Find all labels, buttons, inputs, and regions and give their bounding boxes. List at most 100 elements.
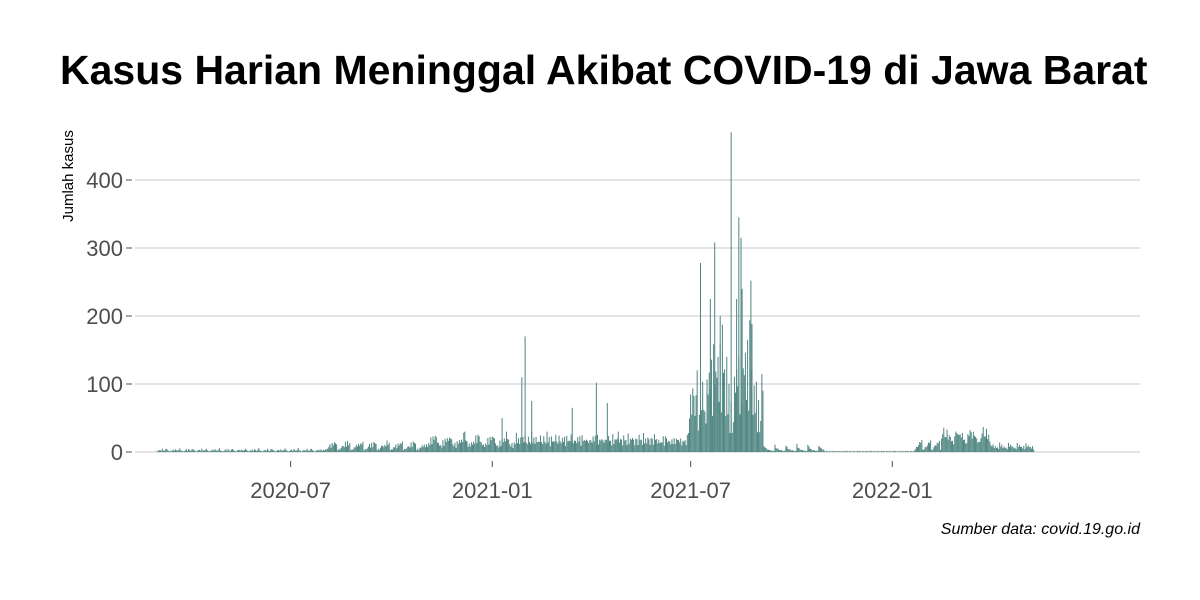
daily-bar	[1006, 449, 1008, 452]
daily-bar	[191, 449, 193, 452]
daily-bar	[331, 443, 333, 452]
daily-bar	[712, 415, 714, 452]
daily-bar	[458, 440, 460, 452]
daily-bar	[918, 445, 920, 452]
daily-bar	[178, 449, 180, 452]
daily-bar	[225, 449, 227, 452]
daily-bar	[282, 450, 284, 452]
daily-bar	[806, 450, 808, 452]
daily-bar	[376, 450, 378, 452]
spike-bar	[595, 382, 597, 452]
daily-bar	[456, 441, 458, 452]
daily-bar	[778, 450, 780, 452]
daily-bar	[559, 441, 561, 452]
daily-bar	[821, 449, 823, 452]
daily-bar	[853, 450, 855, 452]
daily-bar	[315, 450, 317, 452]
daily-bar	[314, 451, 316, 452]
daily-bar	[795, 450, 797, 452]
daily-bar	[260, 450, 262, 452]
daily-bar	[981, 433, 983, 452]
daily-bar	[537, 441, 539, 452]
daily-bar	[956, 433, 958, 452]
daily-bar	[173, 450, 175, 452]
daily-bar	[288, 451, 290, 452]
daily-bar	[844, 450, 846, 452]
daily-bar	[896, 451, 898, 452]
daily-bar	[851, 451, 853, 452]
daily-bar	[392, 449, 394, 452]
daily-bar	[507, 439, 509, 452]
daily-bar	[492, 437, 494, 452]
daily-bar	[695, 395, 697, 452]
daily-bar	[248, 451, 250, 452]
daily-bar	[684, 440, 686, 452]
daily-bar	[583, 440, 585, 452]
daily-bar	[902, 451, 904, 452]
daily-bar	[451, 439, 453, 452]
daily-bar	[680, 438, 682, 452]
daily-bar	[808, 446, 810, 452]
daily-bar	[1026, 447, 1028, 452]
daily-bar	[863, 451, 865, 452]
daily-bar	[898, 450, 900, 452]
daily-bar	[879, 451, 881, 452]
daily-bar	[747, 339, 749, 452]
daily-bar	[953, 444, 955, 452]
daily-bar	[267, 448, 269, 452]
daily-bar	[577, 437, 579, 452]
daily-bar	[164, 450, 166, 452]
daily-bar	[683, 441, 685, 452]
daily-bar	[375, 444, 377, 452]
daily-bar	[356, 446, 358, 452]
daily-bar	[343, 447, 345, 452]
daily-bar	[329, 444, 331, 452]
y-axis-title: Jumlah kasus	[60, 130, 77, 222]
daily-bar	[710, 359, 712, 452]
daily-bar	[276, 450, 278, 452]
daily-bar	[916, 447, 918, 452]
daily-bar	[904, 450, 906, 452]
spike-bar	[501, 418, 503, 452]
daily-bar	[834, 450, 836, 452]
daily-bar	[804, 450, 806, 452]
daily-bar	[348, 445, 350, 452]
daily-bar	[500, 446, 502, 452]
daily-bar	[496, 445, 498, 452]
daily-bar	[383, 447, 385, 452]
daily-bar	[950, 441, 952, 452]
daily-bar	[926, 445, 928, 452]
daily-bar	[986, 428, 988, 452]
daily-bar	[511, 443, 513, 452]
daily-bar	[569, 441, 571, 452]
daily-bar	[706, 379, 708, 452]
daily-bar	[991, 446, 993, 452]
daily-bar	[553, 441, 555, 452]
daily-bar	[854, 451, 856, 452]
daily-bar	[244, 450, 246, 452]
daily-bar	[175, 449, 177, 452]
daily-bar	[812, 450, 814, 452]
daily-bar	[424, 447, 426, 452]
daily-bar	[389, 450, 391, 452]
daily-bar	[258, 448, 260, 452]
daily-bar	[964, 439, 966, 452]
daily-bar	[802, 450, 804, 452]
daily-bar	[213, 450, 215, 452]
daily-bar	[1023, 445, 1025, 452]
daily-bar	[884, 451, 886, 452]
daily-bar	[218, 448, 220, 452]
daily-bar	[941, 438, 943, 452]
daily-bar	[550, 436, 552, 452]
daily-bar	[434, 435, 436, 452]
daily-bar	[1015, 449, 1017, 452]
daily-bar	[513, 442, 515, 452]
daily-bar	[798, 448, 800, 452]
daily-bar	[463, 432, 465, 452]
daily-bar	[983, 436, 985, 452]
daily-bar	[370, 447, 372, 452]
daily-bar	[609, 440, 611, 452]
daily-bar	[223, 450, 225, 452]
daily-bar	[385, 446, 387, 452]
daily-bar	[306, 448, 308, 452]
